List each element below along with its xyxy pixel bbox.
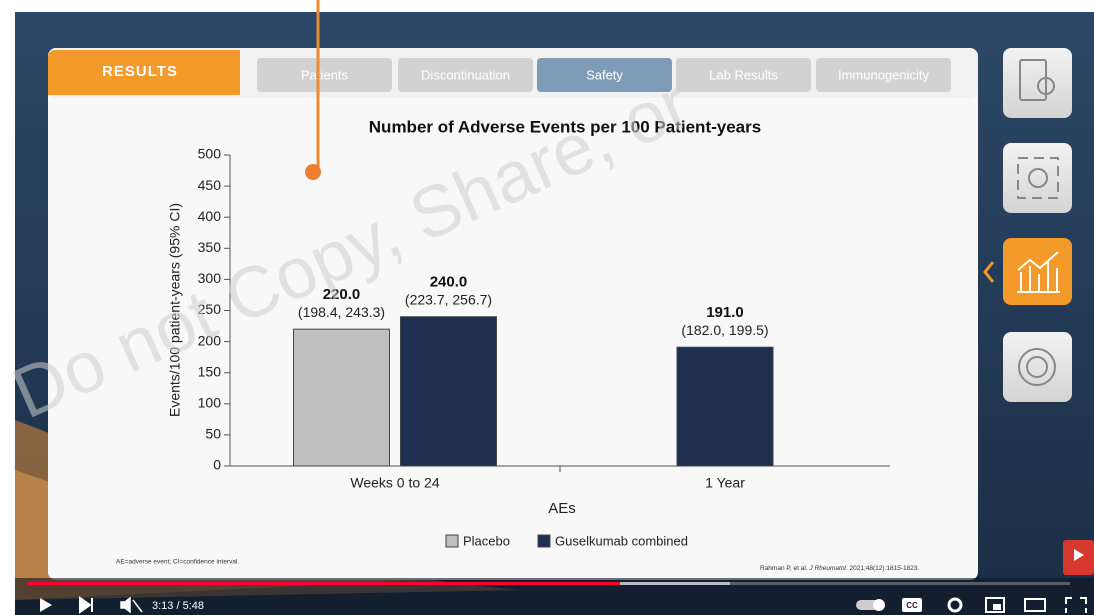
cc-label: CC <box>906 601 918 610</box>
bar <box>677 347 773 466</box>
x-axis-label: AEs <box>548 500 576 517</box>
y-tick-label: 0 <box>213 457 221 473</box>
tab-label: Discontinuation <box>421 67 510 82</box>
autoplay-knob <box>873 599 885 611</box>
tab-label: Lab Results <box>709 67 778 82</box>
nav-button[interactable] <box>1003 143 1072 213</box>
nav-button[interactable] <box>1003 238 1072 305</box>
screen: RESULTS Patients Discontinuation Safety Lab… <box>0 0 1094 615</box>
legend-swatch <box>446 535 458 547</box>
bar <box>294 329 390 466</box>
legend-label: Guselkumab combined <box>555 533 688 548</box>
legend-swatch <box>538 535 550 547</box>
tab-label: Safety <box>586 67 623 82</box>
nav-button[interactable] <box>1003 332 1072 402</box>
y-tick-label: 500 <box>198 146 222 162</box>
tab-label: Immunogenicity <box>838 67 930 82</box>
ci-label: (223.7, 256.7) <box>405 291 492 307</box>
legend-label: Placebo <box>463 533 510 548</box>
page: {"header": {"section": "RESULTS", "tabs"… <box>0 0 1094 615</box>
reference-part: . 2021;48(12):1815-1823. <box>846 565 920 572</box>
reference: Rahman P, et al. J Rheumatol. 2021;48(12… <box>760 565 919 572</box>
section-label: RESULTS <box>102 63 178 80</box>
x-tick-label: Weeks 0 to 24 <box>350 475 439 491</box>
icon <box>993 604 1001 610</box>
y-tick-label: 100 <box>198 395 222 411</box>
progress-played <box>28 582 620 585</box>
reference-part: J Rheumatol <box>808 565 846 572</box>
time-display: 3:13 / 5:48 <box>152 600 204 612</box>
y-tick-label: 150 <box>198 363 222 379</box>
pointer-dot <box>305 164 321 180</box>
value-label: 191.0 <box>706 304 744 321</box>
value-label: 240.0 <box>430 274 468 291</box>
footnote: AE=adverse event; CI=confidence interval… <box>116 559 239 566</box>
tab-label: Patients <box>301 67 348 82</box>
bar <box>401 317 497 466</box>
x-tick-label: 1 Year <box>705 475 745 491</box>
y-tick-label: 350 <box>198 239 222 255</box>
reference-part: Rahman P, et al. <box>760 565 809 572</box>
ci-label: (182.0, 199.5) <box>681 322 768 338</box>
y-tick-label: 400 <box>198 208 222 224</box>
nav-button[interactable] <box>1003 48 1072 118</box>
y-tick-label: 450 <box>198 177 222 193</box>
y-tick-label: 50 <box>205 426 221 442</box>
